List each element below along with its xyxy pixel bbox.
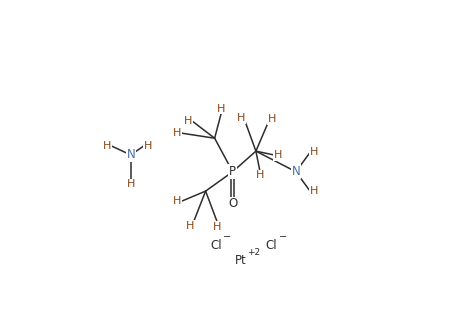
Text: Cl: Cl	[210, 239, 222, 252]
Text: Pt: Pt	[234, 254, 247, 267]
Text: +2: +2	[247, 248, 260, 257]
Text: H: H	[237, 113, 246, 123]
Text: H: H	[274, 150, 282, 160]
Text: O: O	[228, 198, 238, 210]
Text: H: H	[213, 222, 221, 232]
Text: H: H	[185, 221, 194, 231]
Text: H: H	[310, 186, 318, 196]
Text: H: H	[173, 196, 181, 206]
Text: −: −	[279, 232, 287, 242]
Text: P: P	[229, 165, 236, 178]
Text: N: N	[127, 148, 135, 161]
Text: H: H	[185, 117, 193, 126]
Text: H: H	[310, 147, 318, 157]
Text: H: H	[268, 114, 276, 124]
Text: H: H	[255, 171, 264, 181]
Text: H: H	[127, 180, 135, 190]
Text: H: H	[144, 141, 152, 151]
Text: Cl: Cl	[265, 239, 277, 252]
Text: H: H	[173, 128, 181, 138]
Text: −: −	[223, 232, 231, 242]
Text: H: H	[217, 104, 225, 114]
Text: N: N	[291, 165, 300, 178]
Text: H: H	[103, 141, 111, 151]
